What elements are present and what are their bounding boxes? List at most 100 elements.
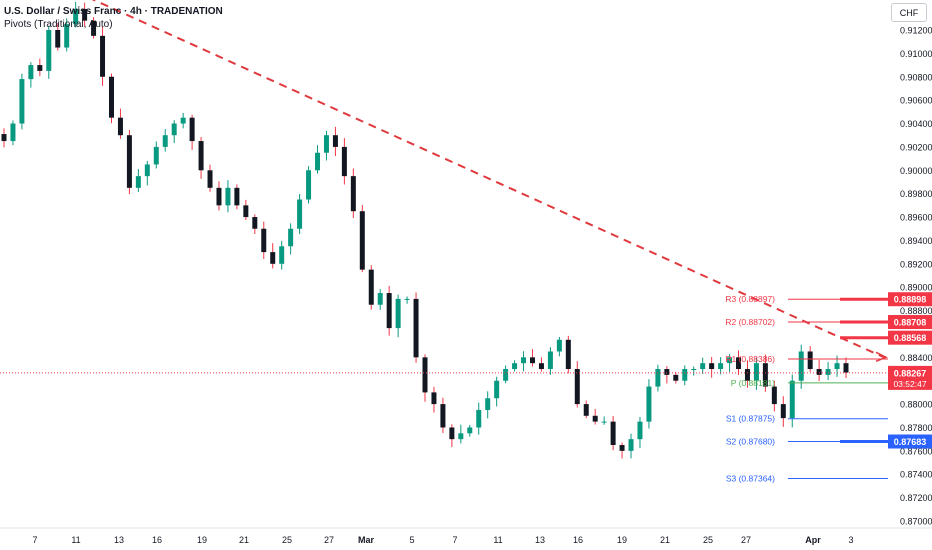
candle-body	[843, 363, 849, 373]
candle-body	[91, 20, 97, 36]
candle-body	[243, 205, 249, 218]
x-tick-label: 21	[660, 535, 670, 545]
candle-body	[350, 176, 356, 212]
y-tick-label: 0.90000	[900, 166, 932, 176]
candle-body	[798, 351, 804, 381]
candle-body	[225, 187, 231, 206]
candle-body	[646, 386, 652, 422]
price-tag-text: 0.88267	[894, 368, 927, 378]
candle-body	[512, 363, 518, 370]
y-tick-label: 0.89800	[900, 189, 932, 199]
candle-body	[306, 170, 312, 200]
candle-body	[377, 293, 383, 305]
candle-body	[673, 374, 679, 381]
candle-body	[753, 363, 759, 381]
candle-body	[117, 117, 123, 136]
trendline[interactable]	[88, 0, 885, 359]
candle-body	[637, 421, 643, 440]
pivot-tag-text: 0.88708	[894, 318, 927, 328]
candle-body	[485, 398, 491, 410]
candle-body	[807, 351, 813, 370]
pivot-label: R2 (0.88702)	[725, 317, 775, 327]
pivot-price-tag	[888, 315, 932, 330]
x-tick-label: 16	[573, 535, 583, 545]
pivot-label: P (0.88181)	[731, 378, 775, 388]
y-tick-label: 0.88000	[900, 400, 932, 410]
x-tick-label: Apr	[805, 535, 821, 545]
pivot-label: R3 (0.88897)	[725, 294, 775, 304]
pivot-tag-text: 0.87683	[894, 437, 927, 447]
candle-body	[359, 211, 365, 270]
candle-body	[162, 135, 168, 147]
candle-body	[198, 141, 204, 171]
candle-body	[691, 369, 697, 371]
y-tick-label: 0.87000	[900, 517, 932, 527]
candle-body	[494, 380, 500, 399]
candle-body	[503, 369, 509, 381]
candle-body	[1, 134, 7, 142]
y-tick-label: 0.88400	[900, 353, 932, 363]
candle-body	[55, 30, 61, 48]
y-tick-label: 0.90600	[900, 96, 932, 106]
candle-body	[565, 339, 571, 370]
x-tick-label: 21	[239, 535, 249, 545]
candle-body	[422, 357, 428, 393]
candle-body	[37, 65, 43, 71]
currency-button[interactable]: CHF	[891, 3, 927, 22]
indicator-label[interactable]: Pivots (Traditional, Auto)	[4, 19, 113, 30]
x-tick-label: 19	[617, 535, 627, 545]
pivot-label: S1 (0.87875)	[726, 414, 775, 424]
candle-body	[583, 404, 589, 416]
candle-body	[771, 386, 777, 405]
candle-body	[538, 363, 544, 370]
y-tick-label: 0.89600	[900, 213, 932, 223]
trendline-arrow	[875, 351, 888, 363]
candle-body	[816, 369, 822, 375]
candle-body	[718, 363, 724, 370]
candle-body	[323, 135, 329, 153]
candle-body	[431, 392, 437, 405]
x-tick-label: 27	[324, 535, 334, 545]
x-tick-label: Mar	[358, 535, 375, 545]
candle-body	[744, 369, 750, 381]
price-tag	[888, 330, 932, 345]
x-tick-label: 25	[703, 535, 713, 545]
pivot-levels: R3 (0.88897) 0.88898 R2 (0.88702) 0.88708 R1…	[725, 292, 932, 483]
candle-body	[28, 65, 34, 80]
y-tick-label: 0.91200	[900, 26, 932, 36]
candle-body	[736, 357, 742, 370]
price-tag-text: 0.88568	[894, 333, 927, 343]
candle-body	[789, 380, 795, 419]
candle-body	[19, 79, 25, 124]
y-tick-label: 0.91000	[900, 49, 932, 59]
candle-body	[171, 123, 177, 136]
candle-body	[144, 164, 150, 177]
price-tag	[888, 365, 932, 390]
candle-body	[825, 369, 831, 375]
candle-body	[664, 369, 670, 375]
candle-body	[628, 439, 634, 451]
candle-body	[234, 187, 240, 206]
candle-body	[261, 228, 267, 253]
y-tick-label: 0.90800	[900, 72, 932, 82]
chart-title: U.S. Dollar / Swiss Franc · 4h · TRADENA…	[4, 6, 223, 17]
candle-body	[100, 35, 106, 77]
candle-body	[449, 427, 455, 440]
candle-body	[126, 135, 132, 188]
y-tick-label: 0.87600	[900, 446, 932, 456]
price-axis[interactable]	[888, 0, 932, 550]
candle-body	[180, 117, 186, 124]
candle-body	[440, 404, 446, 428]
x-axis-ticks: 7 11 13 16 19 21 25 27 Mar 5 7 11 13 16 19 21 25 27 Apr 3	[32, 535, 853, 545]
candle-body	[315, 152, 321, 171]
candle-body	[556, 339, 562, 352]
x-tick-label: 25	[282, 535, 292, 545]
y-tick-label: 0.87200	[900, 493, 932, 503]
countdown-text: 03:52:47	[893, 379, 926, 389]
pivot-tag-text: 0.88898	[894, 295, 927, 305]
candle-body	[46, 30, 52, 71]
candle-body	[73, 8, 79, 25]
y-tick-label: 0.90200	[900, 142, 932, 152]
y-tick-label: 0.89200	[900, 259, 932, 269]
